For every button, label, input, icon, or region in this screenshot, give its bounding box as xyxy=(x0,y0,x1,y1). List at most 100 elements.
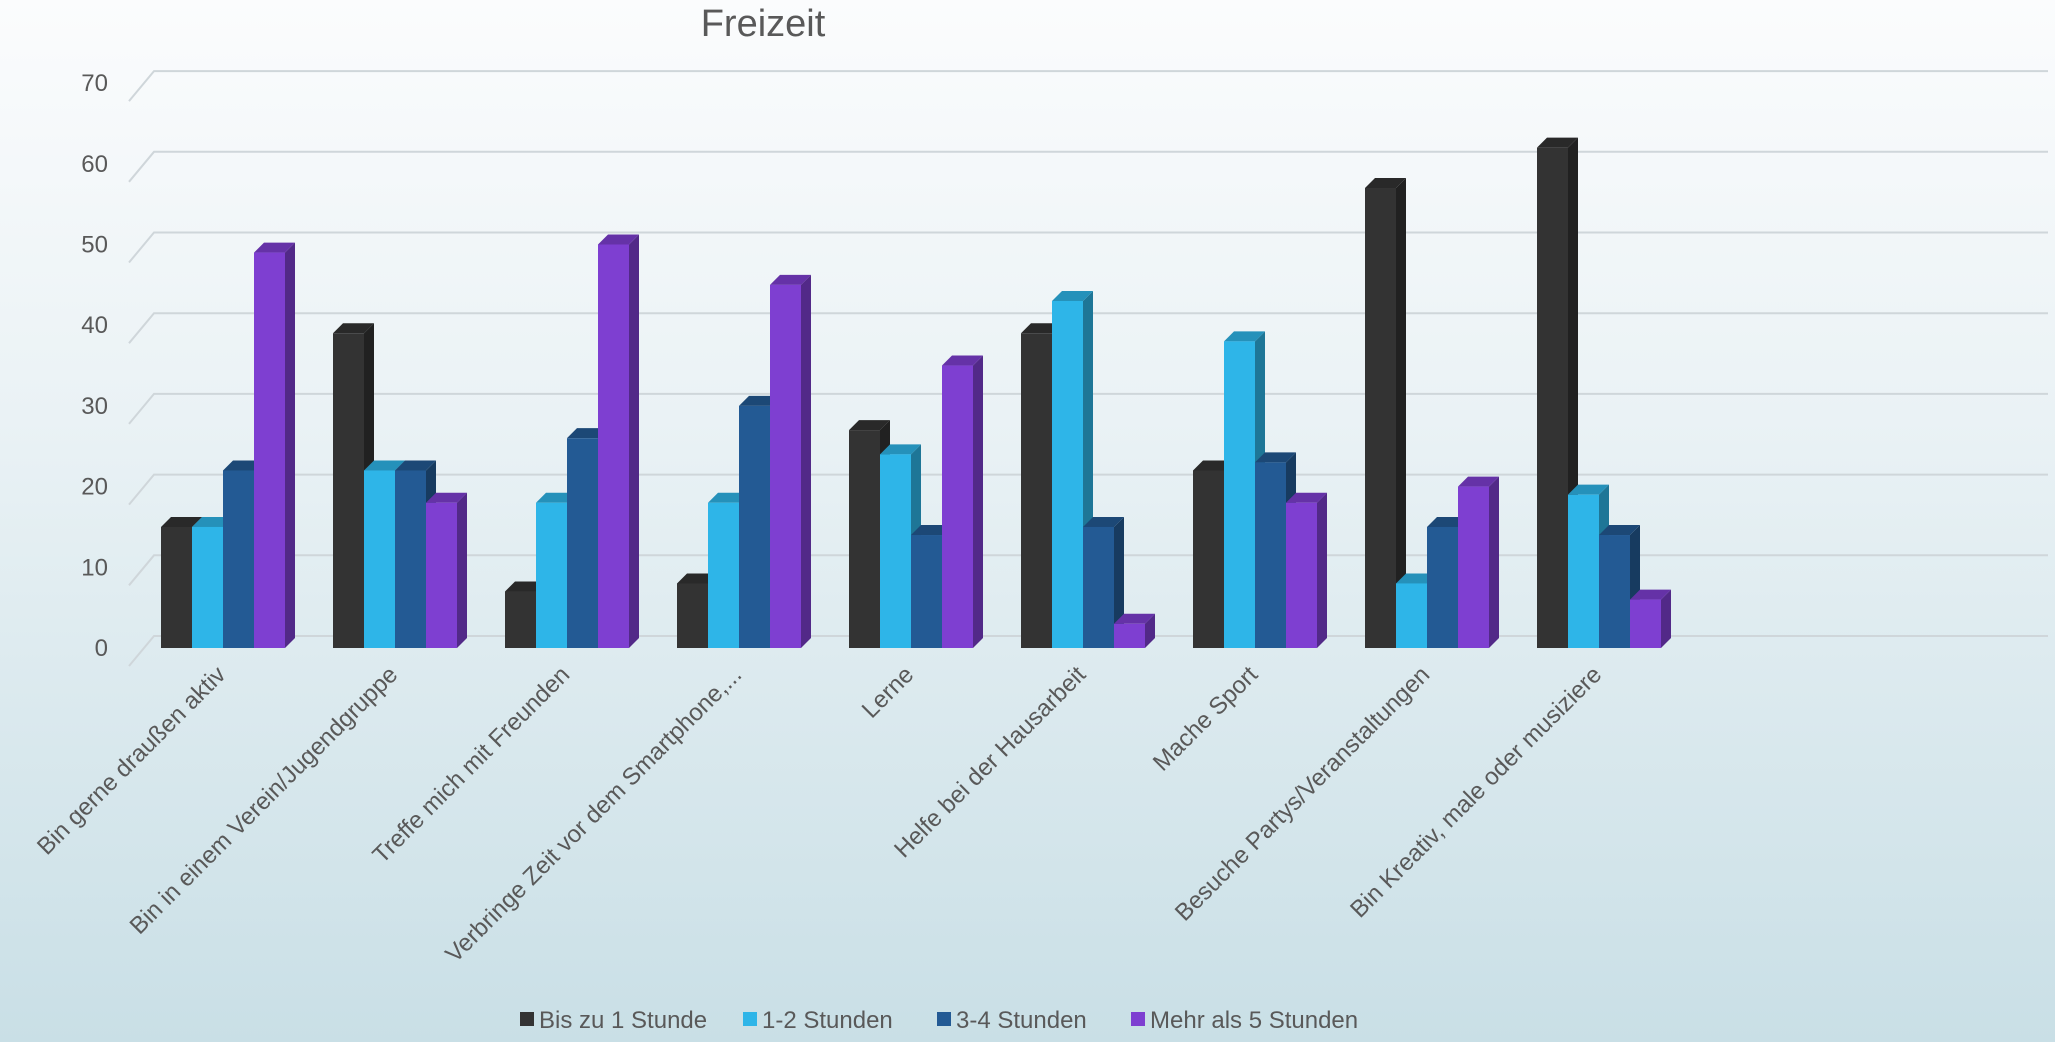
bar-front xyxy=(1458,486,1489,648)
bar-top xyxy=(1396,573,1437,584)
bar-top xyxy=(880,444,921,455)
bar-side xyxy=(1114,516,1124,648)
legend-swatch xyxy=(520,1012,534,1026)
legend-swatch xyxy=(743,1012,757,1026)
gridline xyxy=(128,70,2048,102)
bar-top xyxy=(1630,589,1671,600)
bar-top xyxy=(1458,476,1499,487)
bar-front xyxy=(192,526,223,648)
bar-front xyxy=(1537,147,1568,648)
bar-front xyxy=(1083,526,1114,648)
bar-front xyxy=(395,470,426,648)
bar-top xyxy=(161,516,202,527)
bar-top xyxy=(770,274,811,285)
bar-top xyxy=(1427,516,1468,527)
bar-front xyxy=(223,470,254,648)
bar-front xyxy=(1630,599,1661,648)
gridline xyxy=(128,231,2048,264)
bar-side xyxy=(1396,178,1406,648)
y-tick-label: 10 xyxy=(81,554,108,581)
bar-front xyxy=(1396,583,1427,648)
bar-top xyxy=(1224,331,1265,342)
bar-front xyxy=(1286,502,1317,648)
legend-item: 1-2 Stunden xyxy=(743,1007,893,1034)
gridline xyxy=(128,392,2048,425)
y-tick-label: 70 xyxy=(81,70,108,97)
bar-front xyxy=(567,438,598,648)
bar-top xyxy=(333,323,374,334)
bar-front xyxy=(708,502,739,648)
bar xyxy=(1114,613,1155,648)
y-tick-label: 50 xyxy=(81,232,108,259)
x-category-label: Treffe mich mit Freunden xyxy=(368,661,576,869)
bar-front xyxy=(1114,623,1145,648)
bar xyxy=(1286,492,1327,648)
gridline xyxy=(128,312,2048,344)
bar-front xyxy=(1365,188,1396,648)
bar-front xyxy=(161,526,192,648)
bar-top xyxy=(911,525,952,536)
bar-top xyxy=(739,395,780,406)
bar-top xyxy=(708,492,749,503)
bar-front xyxy=(254,252,285,648)
bar-front xyxy=(333,333,364,648)
gridline xyxy=(128,150,2048,183)
bar-top xyxy=(942,355,983,366)
x-category-label: Verbringe Zeit vor dem Smartphone,... xyxy=(440,661,747,968)
bar-front xyxy=(1021,333,1052,648)
y-axis-ticks: 0 10 20 30 40 50 60 70 xyxy=(81,70,108,662)
bar-top xyxy=(1599,525,1640,536)
bar-top xyxy=(426,492,467,503)
bar-top xyxy=(567,428,608,439)
bar-top xyxy=(395,460,436,471)
bar-front xyxy=(880,454,911,648)
bar xyxy=(426,492,467,648)
legend-item: Mehr als 5 Stunden xyxy=(1131,1007,1358,1034)
bar-front xyxy=(849,430,880,648)
bar-front xyxy=(1568,494,1599,648)
chart-title: Freizeit xyxy=(701,3,826,45)
bar-front xyxy=(1193,470,1224,648)
bar-side xyxy=(1317,492,1327,648)
legend-swatch xyxy=(937,1012,951,1026)
bar-front xyxy=(505,591,536,648)
bar-top xyxy=(598,234,639,245)
bar-front xyxy=(1599,535,1630,648)
x-category-label: Mache Sport xyxy=(1148,661,1264,777)
x-category-label: Bin gerne draußen aktiv xyxy=(32,661,231,860)
bar-front xyxy=(942,365,973,648)
bar-front xyxy=(1224,341,1255,648)
bar-top xyxy=(1255,452,1296,463)
legend-label: 1-2 Stunden xyxy=(762,1007,893,1034)
legend-label: Bis zu 1 Stunde xyxy=(539,1007,707,1034)
bar-front xyxy=(1427,526,1458,648)
bar-top xyxy=(849,420,890,431)
bar xyxy=(942,355,983,648)
legend-swatch xyxy=(1131,1012,1145,1026)
bar xyxy=(598,234,639,648)
bar-front xyxy=(739,405,770,648)
bar-front xyxy=(1255,462,1286,648)
bar-front xyxy=(1052,300,1083,648)
y-tick-label: 0 xyxy=(95,635,108,662)
bar xyxy=(254,242,295,648)
x-category-label: Helfe bei der Hausarbeit xyxy=(889,661,1091,863)
y-tick-label: 30 xyxy=(81,393,108,420)
bar-top xyxy=(1193,460,1234,471)
bar-top xyxy=(1365,178,1406,189)
bar-side xyxy=(457,492,467,648)
bar-top xyxy=(1114,613,1155,624)
y-tick-label: 60 xyxy=(81,151,108,178)
bar xyxy=(1458,476,1499,648)
bar xyxy=(1630,589,1671,648)
bar-side xyxy=(629,234,639,648)
bar-front xyxy=(364,470,395,648)
bar-side xyxy=(973,355,983,648)
bar-top xyxy=(254,242,295,253)
legend-item: 3-4 Stunden xyxy=(937,1007,1087,1034)
bar-top xyxy=(192,516,233,527)
bar-side xyxy=(1145,613,1155,648)
bar-top xyxy=(1568,484,1609,495)
